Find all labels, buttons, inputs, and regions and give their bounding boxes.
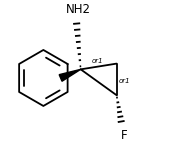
Text: F: F [121,129,128,142]
Text: NH2: NH2 [66,2,91,16]
Polygon shape [59,69,81,81]
Text: or1: or1 [91,59,103,65]
Text: or1: or1 [119,78,130,84]
